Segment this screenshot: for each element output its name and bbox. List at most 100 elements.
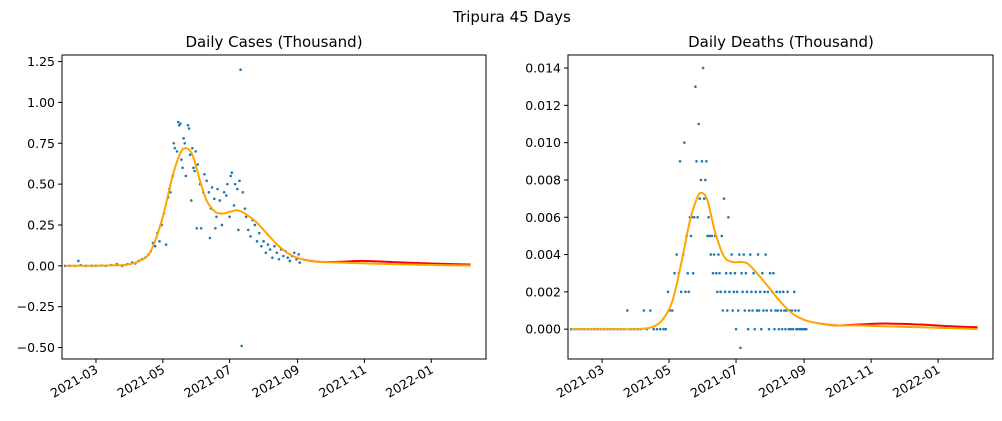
data-point-deaths	[791, 327, 795, 331]
data-point-cases	[153, 244, 157, 248]
data-point-deaths	[794, 309, 797, 312]
data-point-deaths	[756, 253, 760, 256]
data-point-deaths	[719, 290, 722, 294]
data-point-cases	[226, 182, 229, 186]
data-point-deaths	[707, 215, 710, 219]
data-point-deaths	[697, 122, 700, 126]
data-point-cases	[158, 240, 161, 243]
data-point-cases	[268, 248, 272, 251]
data-point-deaths	[655, 327, 659, 331]
data-point-cases	[237, 228, 240, 232]
data-point-deaths	[738, 253, 741, 256]
data-point-deaths	[776, 309, 780, 312]
data-point-deaths	[727, 215, 730, 219]
data-point-deaths	[691, 271, 695, 275]
data-point-deaths	[787, 327, 791, 331]
data-point-deaths	[766, 290, 770, 294]
data-point-cases	[249, 235, 252, 238]
data-point-cases	[175, 150, 179, 153]
data-point-deaths	[692, 215, 696, 219]
data-point-deaths	[805, 327, 808, 331]
y-tick-label-deaths: 0.000	[525, 322, 561, 337]
data-point-deaths	[775, 290, 778, 294]
marks-deaths: 0.014 0.012 0.010 0.008 0.006 0.004 0.002 0.000…	[525, 61, 978, 401]
data-point-cases	[292, 251, 296, 255]
data-point-cases	[277, 258, 281, 261]
data-point-deaths	[741, 290, 744, 294]
data-point-cases	[212, 197, 216, 201]
data-point-deaths	[745, 290, 749, 294]
x-tick-label-cases: 2021-09	[249, 362, 302, 401]
x-tick-label-deaths: 2022-01	[890, 362, 943, 401]
data-point-deaths	[700, 160, 704, 163]
data-point-cases	[195, 226, 199, 230]
data-point-deaths	[658, 327, 662, 331]
data-point-deaths	[731, 309, 735, 312]
data-point-deaths	[708, 234, 711, 238]
marks-cases: 1.25 1.00 0.75 0.50 0.25 0.00 −0.25 −0.50 2021-0…	[17, 54, 471, 401]
data-point-deaths	[724, 271, 728, 275]
data-point-cases	[191, 146, 194, 150]
data-point-deaths	[759, 327, 763, 331]
data-point-deaths	[730, 253, 733, 256]
data-point-cases	[243, 207, 247, 210]
data-point-deaths	[705, 160, 708, 163]
y-tick-label-cases: −0.25	[17, 299, 55, 314]
data-point-deaths	[686, 271, 689, 275]
data-point-cases	[179, 122, 182, 125]
data-point-deaths	[740, 271, 743, 275]
data-point-cases	[230, 171, 234, 174]
data-point-cases	[203, 173, 206, 176]
data-point-cases	[188, 153, 192, 156]
data-point-deaths	[683, 141, 686, 144]
data-point-deaths	[723, 290, 727, 294]
data-point-deaths	[752, 271, 755, 275]
data-point-cases	[262, 240, 265, 243]
data-point-cases	[264, 251, 268, 255]
data-point-deaths	[687, 290, 691, 294]
data-point-cases	[77, 259, 80, 263]
data-point-deaths	[729, 271, 732, 275]
data-point-cases	[298, 261, 302, 264]
y-tick-label-deaths: 0.010	[525, 135, 561, 150]
data-point-cases	[266, 243, 270, 246]
data-point-cases	[240, 344, 243, 348]
x-tick-label-cases: 2022-01	[383, 362, 436, 401]
data-point-cases	[297, 253, 300, 256]
data-point-deaths	[702, 197, 706, 200]
y-tick-label-cases: 0.50	[27, 177, 55, 192]
x-tick-label-deaths: 2021-11	[823, 362, 876, 401]
data-point-cases	[255, 240, 259, 243]
data-point-deaths	[757, 309, 761, 312]
data-point-deaths	[725, 309, 729, 312]
data-point-cases	[218, 199, 222, 202]
data-point-cases	[241, 190, 245, 194]
data-point-cases	[246, 228, 250, 232]
data-point-cases	[275, 251, 279, 255]
x-tick-label-deaths: 2021-05	[621, 362, 674, 401]
data-point-deaths	[722, 197, 726, 200]
data-point-deaths	[675, 253, 679, 256]
data-point-cases	[222, 190, 226, 194]
data-point-deaths	[699, 178, 703, 182]
data-point-cases	[187, 127, 191, 130]
data-point-deaths	[796, 327, 799, 331]
data-point-deaths	[784, 327, 787, 331]
data-point-cases	[260, 244, 263, 248]
data-point-deaths	[772, 271, 775, 275]
data-point-deaths	[773, 327, 776, 331]
data-point-deaths	[662, 327, 665, 331]
data-point-cases	[183, 141, 187, 145]
data-point-cases	[189, 199, 193, 202]
data-point-deaths	[698, 197, 702, 200]
data-point-cases	[232, 204, 236, 207]
data-point-deaths	[689, 234, 693, 238]
data-point-deaths	[728, 290, 731, 294]
data-point-deaths	[736, 309, 740, 312]
y-tick-label-deaths: 0.008	[525, 172, 561, 187]
data-point-deaths	[764, 253, 767, 256]
data-point-cases	[244, 215, 248, 219]
y-tick-label-cases: 0.75	[27, 136, 55, 151]
chart-title-cases: Daily Cases (Thousand)	[185, 33, 362, 51]
data-point-deaths	[789, 327, 793, 331]
